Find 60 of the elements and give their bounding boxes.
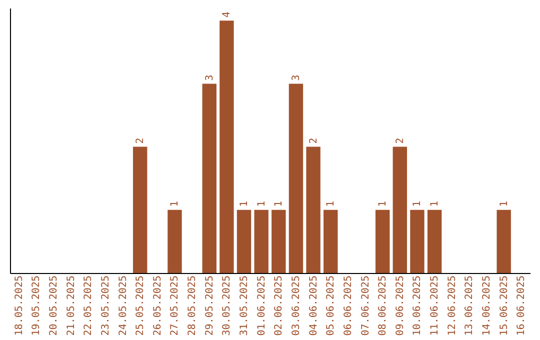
x-tick-label: 10.06.2025 [412,276,424,336]
x-tick-label: 06.06.2025 [342,276,354,336]
data-label: 2 [135,138,146,144]
data-label: 1 [498,200,510,207]
x-tick-label: 01.06.2025 [256,276,268,336]
x-tick-label: 03.06.2025 [290,276,302,336]
bar [410,210,424,273]
x-tick-label: 16.06.2025 [516,276,528,336]
bar [375,210,390,273]
data-label: 2 [394,138,406,144]
data-label: 1 [378,200,389,207]
x-tick-label: 18.05.2025 [14,276,25,336]
bar [496,210,511,273]
data-label: 1 [170,200,181,207]
x-tick-label: 05.06.2025 [326,276,337,336]
bar [168,210,182,273]
x-tick-label: 22.05.2025 [83,276,94,336]
data-label: 1 [239,200,250,207]
data-label: 1 [412,200,424,207]
x-tick-label: 25.05.2025 [135,276,146,336]
x-tick-label: 12.06.2025 [446,276,458,336]
x-tick-label: 08.06.2025 [378,276,389,336]
x-tick-label: 30.05.2025 [222,276,233,336]
x-tick-label: 14.06.2025 [482,276,493,336]
x-tick-label: 02.06.2025 [274,276,285,336]
bar [392,146,408,273]
data-label: 1 [430,200,441,207]
bar [427,210,442,273]
bar [132,146,148,273]
x-tick-label: 04.06.2025 [308,276,320,336]
data-label: 1 [256,200,268,207]
bar [306,146,320,273]
x-tick-label: 07.06.2025 [360,276,372,336]
bar [288,84,304,273]
bar [272,210,286,273]
data-label: 3 [290,74,302,81]
x-tick-label: 23.05.2025 [100,276,112,336]
data-label: 1 [326,200,337,207]
x-tick-label: 29.05.2025 [204,276,216,336]
x-tick-label: 09.06.2025 [394,276,406,336]
x-tick-label: 21.05.2025 [66,276,77,336]
x-tick-label: 28.05.2025 [187,276,198,336]
x-tick-label: 11.06.2025 [430,276,441,336]
bar [236,210,252,273]
data-label: 2 [308,138,320,144]
bar [220,20,234,273]
bar [202,84,216,273]
bar [324,210,338,273]
x-tick-label: 13.06.2025 [464,276,476,336]
data-label: 4 [222,12,233,18]
x-tick-label: 24.05.2025 [118,276,129,336]
x-tick-label: 26.05.2025 [152,276,164,336]
data-label: 3 [204,74,216,81]
x-tick-label: 15.06.2025 [498,276,510,336]
bar [254,210,268,273]
x-tick-label: 20.05.2025 [48,276,60,336]
data-label: 1 [274,200,285,207]
x-tick-label: 19.05.2025 [31,276,42,336]
x-tick-label: 31.05.2025 [239,276,250,336]
x-tick-label: 27.05.2025 [170,276,181,336]
